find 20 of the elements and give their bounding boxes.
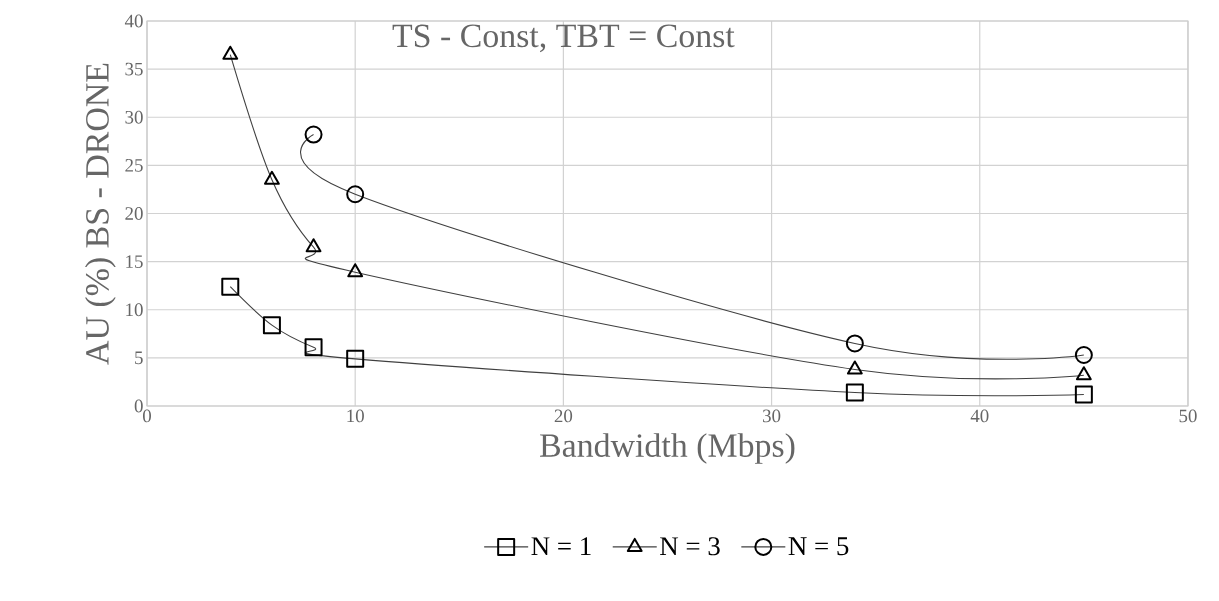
x-tick-label: 50 bbox=[1179, 409, 1197, 423]
x-axis-title: Bandwidth (Mbps) bbox=[540, 433, 795, 464]
legend-label: N = 5 bbox=[788, 537, 849, 556]
y-tick-label: 5 bbox=[135, 351, 143, 365]
y-tick-label: 0 bbox=[134, 399, 143, 413]
legend-label: N = 3 bbox=[660, 537, 720, 556]
x-tick-label: 20 bbox=[554, 409, 573, 423]
y-tick-label: 10 bbox=[126, 303, 143, 317]
y-tick-label: 35 bbox=[125, 62, 143, 76]
y-tick-label: 30 bbox=[125, 110, 143, 124]
y-tick-label: 20 bbox=[125, 207, 143, 220]
y-tick-label: 15 bbox=[126, 255, 143, 268]
y-tick-label: 40 bbox=[124, 14, 143, 28]
legend-label: N = 1 bbox=[531, 537, 591, 556]
y-tick-label: 25 bbox=[125, 159, 143, 172]
x-tick-label: 40 bbox=[970, 409, 989, 423]
chart-title: TS - Const, TBT = Const bbox=[392, 24, 735, 53]
x-tick-label: 30 bbox=[763, 409, 781, 423]
y-axis-title: AU (%) BS - DRONE bbox=[85, 63, 116, 365]
x-tick-label: 10 bbox=[347, 409, 364, 423]
